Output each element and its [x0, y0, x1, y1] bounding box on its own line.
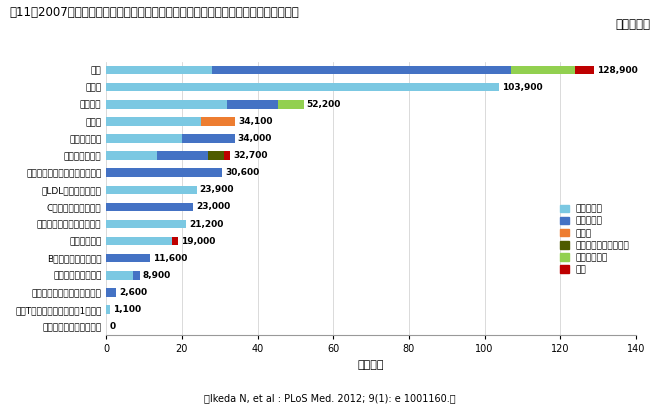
Bar [172, 237, 178, 245]
Text: 30,600: 30,600 [225, 168, 259, 177]
Bar [106, 202, 193, 211]
Text: 23,000: 23,000 [196, 202, 230, 211]
Bar [106, 271, 133, 279]
Text: 128,900: 128,900 [597, 66, 638, 75]
Bar [106, 83, 499, 92]
Bar [106, 168, 222, 177]
Text: 1,100: 1,100 [114, 305, 141, 314]
Text: 52,200: 52,200 [307, 100, 341, 109]
Bar [106, 220, 186, 228]
Text: 21,200: 21,200 [189, 220, 224, 228]
Bar [106, 66, 212, 75]
Bar [106, 185, 197, 194]
Bar [224, 151, 230, 160]
Text: 19,000: 19,000 [181, 237, 216, 245]
Bar [209, 151, 224, 160]
Text: 32,700: 32,700 [233, 151, 267, 160]
X-axis label: 死亡者数: 死亡者数 [358, 360, 384, 370]
Bar [157, 151, 209, 160]
Bar [106, 100, 227, 109]
Bar [106, 254, 150, 262]
Bar [575, 66, 594, 75]
Legend: 循環器疾患, 悪性新生物, 糖尿病, その他の非感染性疾病, 呼吸器系疾患, 外因: 循環器疾患, 悪性新生物, 糖尿病, その他の非感染性疾病, 呼吸器系疾患, 外… [558, 203, 632, 276]
Bar [106, 305, 110, 314]
Bar [106, 237, 172, 245]
Bar [106, 151, 157, 160]
Bar [511, 66, 575, 75]
Text: 11,600: 11,600 [153, 254, 187, 263]
Text: 103,900: 103,900 [502, 83, 543, 92]
Text: 34,100: 34,100 [238, 117, 273, 126]
Bar [201, 117, 235, 126]
Text: （Ikeda N, et al : PLoS Med. 2012; 9(1): e 1001160.）: （Ikeda N, et al : PLoS Med. 2012; 9(1): … [204, 393, 456, 403]
Text: 図11　2007年のわが国における危険因子に関連する非感染性疾患と外因による死亡数: 図11 2007年のわが国における危険因子に関連する非感染性疾患と外因による死亡… [10, 6, 300, 19]
Bar [106, 288, 116, 297]
Bar [227, 100, 279, 109]
Text: 23,900: 23,900 [200, 185, 234, 194]
Bar [212, 66, 511, 75]
Bar [133, 271, 140, 279]
Text: 0: 0 [110, 322, 115, 331]
Bar [106, 134, 182, 143]
Bar [106, 117, 201, 126]
Text: 34,000: 34,000 [238, 134, 272, 143]
Text: 8,900: 8,900 [143, 271, 171, 280]
Text: （男女計）: （男女計） [615, 18, 650, 31]
Bar [279, 100, 304, 109]
Text: 2,600: 2,600 [119, 288, 147, 297]
Bar [182, 134, 235, 143]
